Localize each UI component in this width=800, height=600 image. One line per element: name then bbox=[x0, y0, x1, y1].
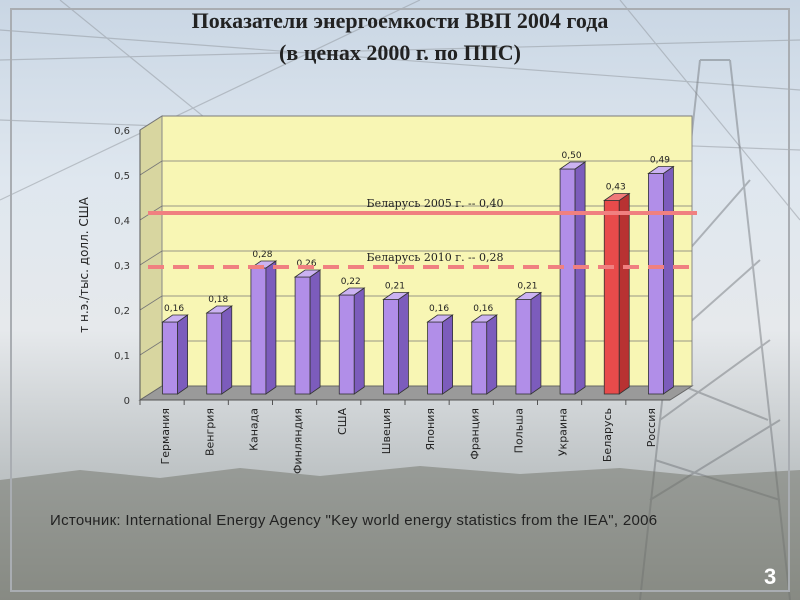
category-label: Россия bbox=[645, 408, 658, 447]
energy-intensity-bar-chart: 0 0,1 0,2 0,3 0,4 0,5 0,6 т н.э./тыс. долл. США… bbox=[77, 115, 697, 474]
bar bbox=[250, 267, 267, 395]
bar-top bbox=[514, 292, 543, 300]
bar-value-label: 0,43 bbox=[606, 183, 626, 193]
bar-side bbox=[663, 165, 674, 395]
y-tick-label: 0,5 bbox=[114, 171, 130, 182]
slide-title: Показатели энергоемкости ВВП 2004 года bbox=[191, 8, 609, 33]
bar-value-label: 0,50 bbox=[562, 151, 582, 161]
bar-value-label: 0,18 bbox=[208, 295, 228, 305]
category-label: Финляндия bbox=[292, 408, 305, 474]
y-tick-label: 0,2 bbox=[114, 306, 130, 317]
bar-side bbox=[618, 192, 630, 395]
gridline-side bbox=[139, 160, 163, 176]
y-tick-label: 0,4 bbox=[114, 216, 130, 227]
bar-top bbox=[205, 305, 234, 314]
bar-top bbox=[647, 166, 675, 174]
slide-frame bbox=[10, 8, 790, 592]
gridline-side bbox=[139, 295, 163, 311]
bar bbox=[206, 312, 223, 395]
bar-value-label: 0,26 bbox=[297, 259, 317, 269]
y-tick-label: 0,3 bbox=[114, 261, 130, 272]
bar-side bbox=[353, 287, 365, 395]
source-note: Источник: International Energy Agency "K… bbox=[50, 512, 658, 529]
bar-value-label: 0,21 bbox=[385, 282, 405, 292]
bar-value-label: 0,16 bbox=[164, 304, 184, 314]
bar bbox=[294, 276, 311, 395]
reference-line-label: Беларусь 2005 г. -- 0,40 bbox=[367, 197, 504, 210]
category-label: Польша bbox=[512, 408, 525, 453]
bar-top bbox=[470, 314, 499, 323]
bar-top bbox=[426, 314, 454, 323]
bar-value-label: 0,22 bbox=[341, 277, 361, 287]
y-tick-label: 0,1 bbox=[114, 351, 130, 362]
bar-top bbox=[558, 161, 587, 170]
page-number: 3 bbox=[764, 564, 777, 589]
gridline-side bbox=[139, 250, 163, 266]
category-label: Швеция bbox=[380, 408, 393, 454]
bar-side bbox=[309, 269, 321, 395]
bar-top bbox=[293, 269, 322, 278]
bar-value-label: 0,28 bbox=[252, 250, 272, 260]
bar-side bbox=[442, 314, 453, 395]
bar-top bbox=[161, 314, 189, 323]
category-label: Венгрия bbox=[203, 408, 216, 456]
y-tick-label: 0 bbox=[124, 396, 130, 407]
bar bbox=[338, 294, 355, 395]
bar bbox=[383, 299, 399, 395]
category-label: Украина bbox=[557, 408, 570, 456]
reference-line-label: Беларусь 2010 г. -- 0,28 bbox=[367, 251, 504, 264]
bar-top bbox=[382, 292, 410, 300]
bar-side bbox=[265, 260, 277, 395]
bar bbox=[427, 321, 443, 395]
category-label: Канада bbox=[247, 408, 260, 451]
bar bbox=[515, 299, 532, 395]
bar-value-label: 0,16 bbox=[473, 304, 493, 314]
y-tick-label: 0,6 bbox=[114, 126, 130, 137]
bar bbox=[603, 200, 620, 395]
bar bbox=[471, 321, 488, 395]
bar-side bbox=[221, 305, 233, 395]
bar bbox=[559, 168, 576, 395]
category-label: Франция bbox=[468, 408, 481, 460]
slide-subtitle: (в ценах 2000 г. по ППС) bbox=[279, 40, 521, 65]
category-label: Германия bbox=[159, 408, 172, 464]
bar-side bbox=[486, 314, 498, 395]
category-label: Япония bbox=[424, 408, 437, 451]
bar bbox=[648, 173, 664, 395]
bar-top bbox=[337, 287, 366, 296]
bar-side bbox=[177, 314, 188, 395]
y-axis-label: т н.э./тыс. долл. США bbox=[77, 196, 91, 332]
bar-top bbox=[602, 193, 631, 201]
gridline-side bbox=[139, 340, 163, 356]
bar-value-label: 0,21 bbox=[517, 282, 537, 292]
bar-value-label: 0,49 bbox=[650, 156, 670, 166]
category-label: США bbox=[336, 408, 349, 435]
bar-side bbox=[398, 291, 409, 395]
gridline-side bbox=[139, 115, 163, 131]
bar bbox=[162, 321, 178, 395]
category-label: Беларусь bbox=[601, 408, 614, 462]
bar-value-label: 0,16 bbox=[429, 304, 449, 314]
bar-side bbox=[574, 161, 586, 395]
bar-side bbox=[530, 291, 542, 395]
